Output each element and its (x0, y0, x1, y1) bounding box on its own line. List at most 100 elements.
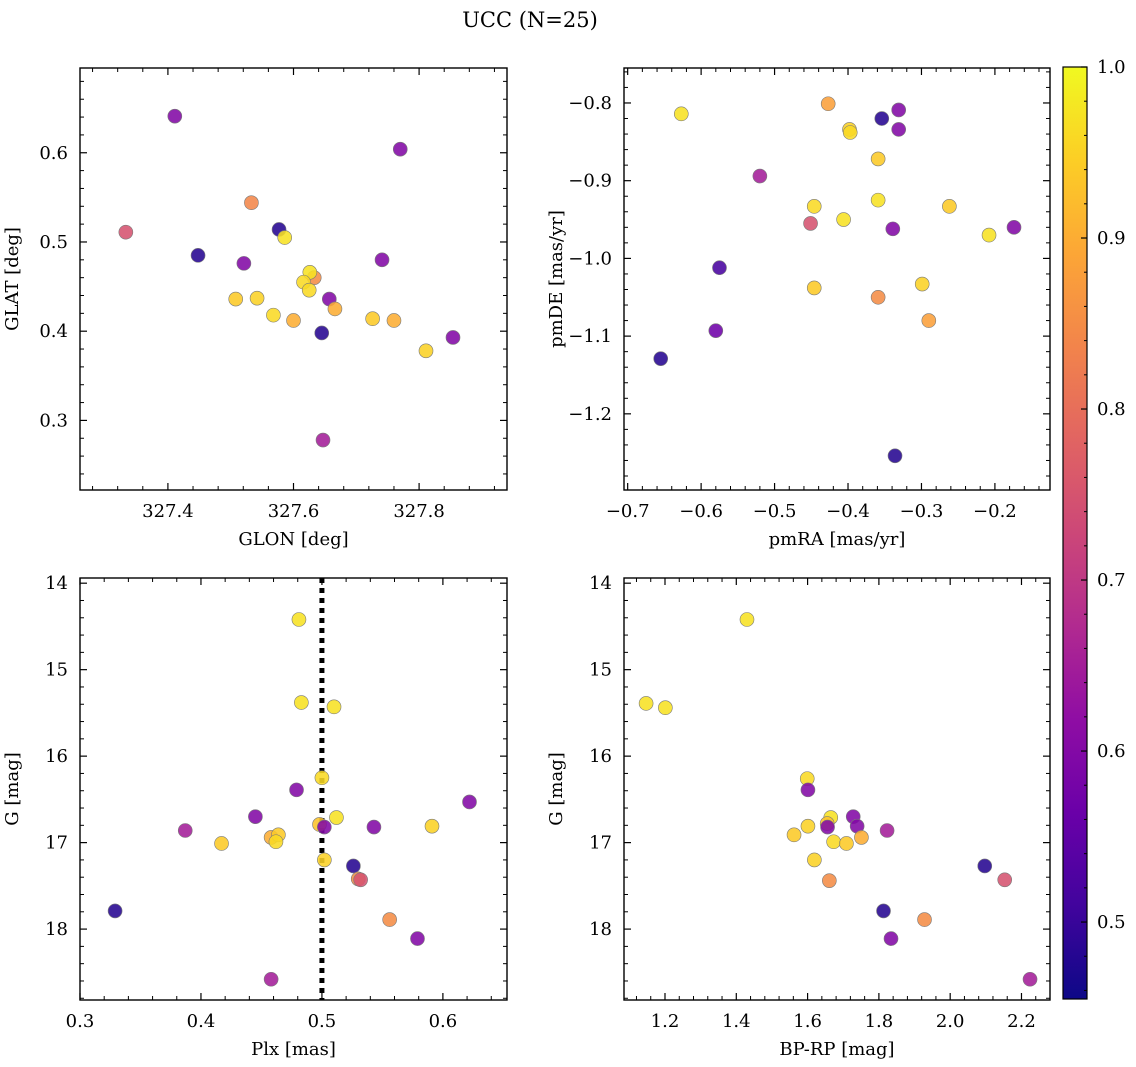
scatter-point (870, 289, 886, 305)
y-tick-label: 14 (589, 573, 612, 594)
y-tick-label: 15 (589, 660, 612, 681)
scatter-point (942, 199, 957, 214)
scatter-point (374, 252, 390, 268)
scatter-point (353, 872, 368, 888)
y-tick-label: 16 (45, 746, 68, 767)
axes-frame (623, 67, 1051, 491)
scatter-point (317, 819, 332, 835)
y-tick-label: −0.9 (568, 171, 612, 192)
scatter-point (248, 809, 263, 824)
x-tick-label: 327.6 (268, 501, 320, 522)
scatter-point (346, 858, 361, 874)
x-tick-label: −0.3 (900, 501, 944, 522)
y-tick-label: −0.8 (568, 93, 612, 114)
scatter-point (822, 873, 837, 888)
scatter-point (842, 125, 858, 140)
scatter-point (839, 836, 854, 851)
scatter-point (1006, 220, 1022, 235)
scatter-point (329, 810, 344, 825)
colorbar-tick-label: 0.8 (1097, 399, 1126, 420)
scatter-point (167, 108, 183, 124)
x-tick-label: 0.6 (429, 1011, 458, 1032)
scatter-point (314, 325, 330, 341)
scatter-point (806, 280, 822, 296)
scatter-point (392, 141, 408, 157)
scatter-point (286, 313, 301, 328)
y-tick-label: 15 (45, 660, 68, 681)
scatter-point (820, 819, 835, 835)
scatter-points (653, 96, 1022, 464)
scatter-point (673, 106, 689, 122)
y-tick-label: 0.5 (39, 232, 68, 253)
x-tick-label: −0.2 (973, 501, 1017, 522)
scatter-point (1022, 971, 1038, 987)
scatter-point (981, 227, 997, 243)
scatter-point (807, 852, 822, 868)
scatter-point (977, 858, 993, 874)
scatter-point (118, 224, 134, 240)
scatter-point (236, 256, 252, 271)
scatter-point (752, 168, 768, 184)
figure-title: UCC (N=25) (462, 8, 598, 32)
x-tick-label: 2.0 (936, 1011, 965, 1032)
axes-frame (623, 577, 1051, 1001)
x-axis-label: GLON [deg] (238, 529, 348, 550)
scatter-point (214, 836, 229, 851)
scatter-point (658, 700, 673, 716)
scatter-point (277, 230, 293, 245)
y-tick-label: −1.2 (568, 404, 612, 425)
panels: 327.4 327.6 327.8 0.3 0.4 0.5 0.6 GLON [deg] GLA… (2, 67, 1051, 1060)
scatter-point (382, 912, 397, 927)
scatter-points (107, 578, 477, 1000)
x-tick-label: −0.4 (826, 501, 870, 522)
scatter-point (366, 819, 382, 835)
scatter-point (708, 323, 724, 338)
scatter-point (820, 96, 836, 112)
y-tick-label: 18 (589, 919, 612, 940)
scatter-point (228, 291, 244, 307)
colorbar-tick-label: 0.5 (1097, 912, 1126, 933)
scatter-point (315, 432, 331, 448)
scatter-point (997, 872, 1013, 888)
y-tick-label: 0.4 (39, 321, 68, 342)
scatter-point (386, 313, 402, 328)
scatter-point (800, 818, 816, 834)
x-tick-label: −0.5 (753, 501, 797, 522)
x-tick-label: 0.4 (187, 1011, 216, 1032)
colorbar-tick-label: 0.6 (1097, 741, 1126, 762)
scatter-point (803, 216, 818, 231)
y-tick-label: 18 (45, 919, 68, 940)
x-axis-label: Plx [mas] (251, 1039, 336, 1060)
x-tick-label: −0.6 (679, 501, 723, 522)
scatter-point (883, 931, 899, 946)
scatter-points (118, 108, 461, 448)
scatter-point (854, 830, 869, 845)
scatter-point (870, 192, 886, 208)
scatter-point (800, 782, 816, 798)
scatter-point (870, 151, 886, 167)
scatter-point (445, 330, 461, 345)
scatter-point (317, 852, 332, 868)
scatter-point (891, 102, 906, 118)
y-tick-label: 0.6 (39, 143, 68, 164)
x-tick-label: 2.2 (1007, 1011, 1036, 1032)
scatter-point (836, 212, 851, 227)
colorbar: 0.5 0.6 0.7 0.8 0.9 1.0 (1062, 57, 1126, 1000)
axes-frame (79, 67, 508, 491)
y-axis-label: G [mag] (2, 752, 23, 825)
y-tick-label: 17 (45, 833, 68, 854)
scatter-point (885, 221, 901, 237)
scatter-point (921, 313, 937, 328)
scatter-point (786, 827, 802, 843)
scatter-point (107, 903, 123, 919)
scatter-point (917, 912, 932, 927)
scatter-point (314, 770, 330, 786)
y-axis-label: G [mag] (546, 752, 567, 825)
scatter-point (879, 823, 895, 838)
scatter-point (887, 448, 903, 464)
scatter-point (289, 782, 304, 798)
y-axis-label: pmDE [mas/yr] (546, 210, 567, 348)
scatter-point (418, 343, 434, 359)
y-tick-label: 14 (45, 573, 68, 594)
